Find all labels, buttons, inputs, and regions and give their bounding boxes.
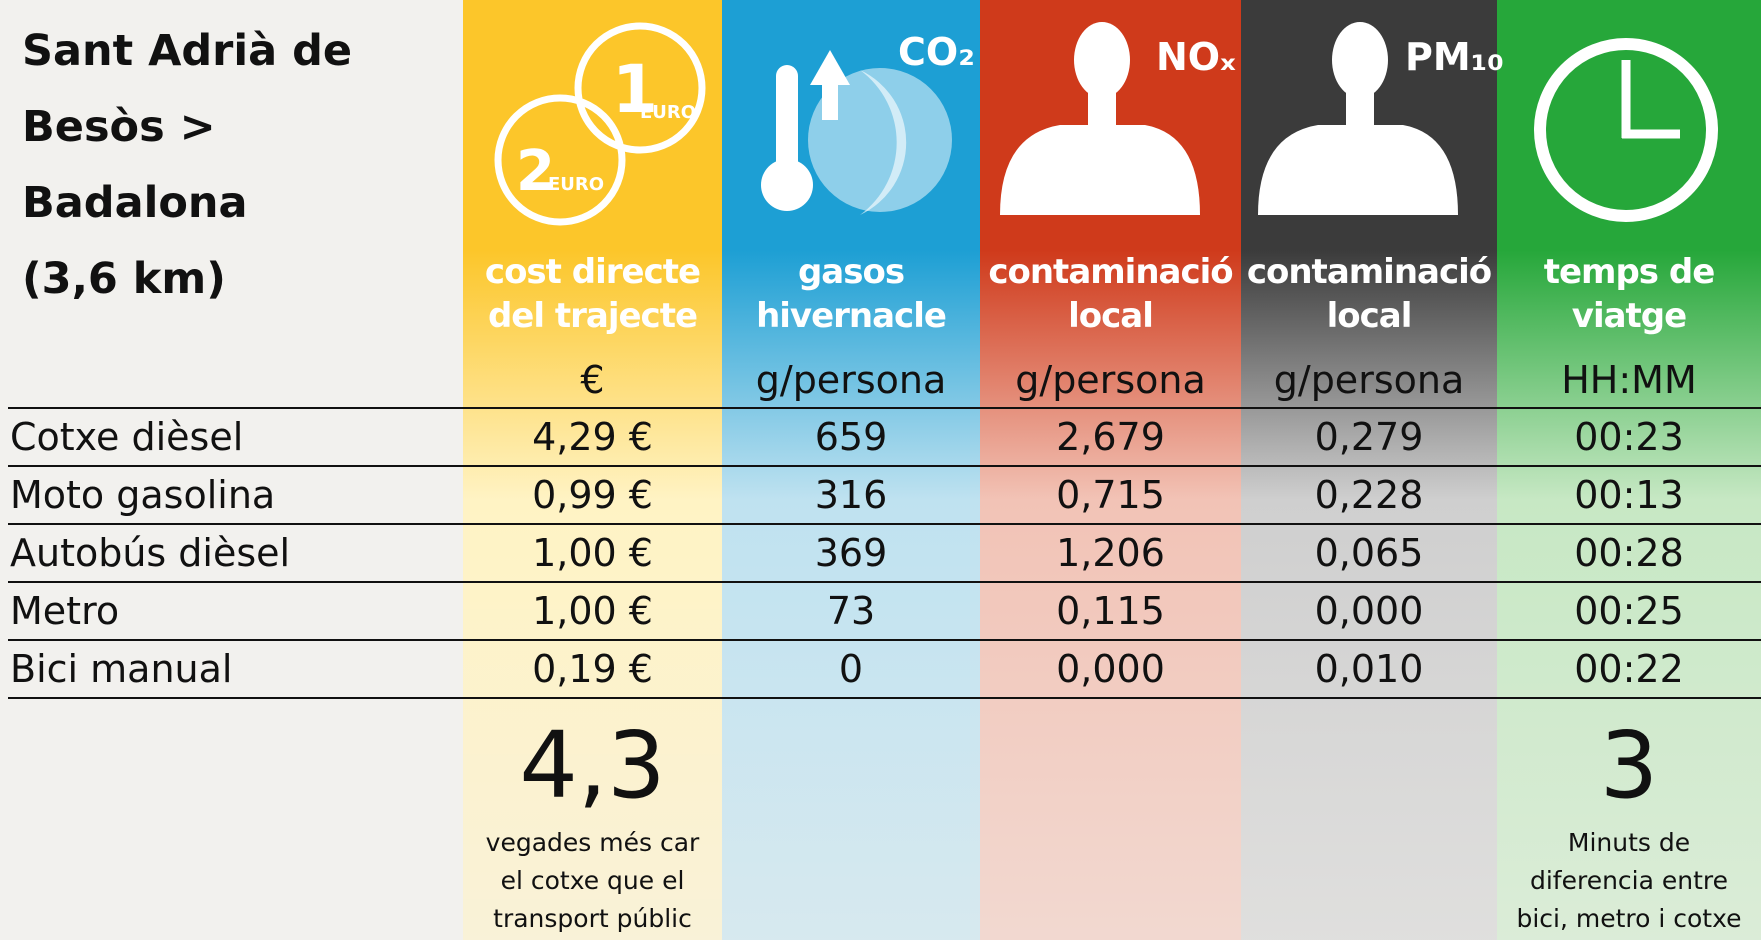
cell: 0,715 (980, 466, 1241, 524)
coin-unit: EURO (640, 102, 696, 123)
column-unit: g/persona (722, 358, 980, 402)
cell: 0,000 (980, 640, 1241, 698)
summary-number: 4,3 (463, 712, 722, 819)
cell: 659 (722, 408, 980, 466)
nox-label: NOₓ (1156, 35, 1236, 79)
header-line: local (980, 294, 1241, 338)
cell: 369 (722, 524, 980, 582)
header-line: viatge (1497, 294, 1761, 338)
column-unit: € (463, 358, 722, 402)
column-unit: g/persona (1241, 358, 1497, 402)
column-unit: g/persona (980, 358, 1241, 402)
summary-line: vegades més car (463, 824, 722, 862)
cell: 1,206 (980, 524, 1241, 582)
header-line: contaminació (1241, 250, 1497, 294)
cell: 4,29 € (463, 408, 722, 466)
cell: 00:23 (1497, 408, 1761, 466)
cell: 1,00 € (463, 582, 722, 640)
cell: 00:13 (1497, 466, 1761, 524)
summary-line: el cotxe que el (463, 862, 722, 900)
cell: 2,679 (980, 408, 1241, 466)
coin-unit: EURO (548, 174, 604, 195)
cell: 0,115 (980, 582, 1241, 640)
row-label: Autobús dièsel (10, 524, 290, 582)
clock-icon (1540, 44, 1712, 216)
cell: 0,99 € (463, 466, 722, 524)
row-divider (8, 697, 1761, 699)
cell: 73 (722, 582, 980, 640)
pm10-label: PM₁₀ (1405, 35, 1504, 79)
title-line: Badalona (22, 178, 248, 228)
summary-line: Minuts de (1497, 824, 1761, 862)
page: cost directedel trajecte€gasoshivernacle… (0, 0, 1761, 940)
header-line: del trajecte (463, 294, 722, 338)
row-label: Cotxe dièsel (10, 408, 243, 466)
column-unit: HH:MM (1497, 358, 1761, 402)
header-line: cost directe (463, 250, 722, 294)
co2-icon (761, 50, 952, 215)
cell: 0,010 (1241, 640, 1497, 698)
cell: 1,00 € (463, 524, 722, 582)
header-line: contaminació (980, 250, 1241, 294)
cell: 0,279 (1241, 408, 1497, 466)
cell: 0,000 (1241, 582, 1497, 640)
cell: 0,228 (1241, 466, 1497, 524)
row-label: Bici manual (10, 640, 232, 698)
summary-number: 3 (1497, 712, 1761, 819)
cell: 316 (722, 466, 980, 524)
co2-label: CO₂ (898, 30, 975, 74)
cell: 00:28 (1497, 524, 1761, 582)
title-line: (3,6 km) (22, 254, 226, 304)
cell: 00:25 (1497, 582, 1761, 640)
summary-line: transport públic (463, 900, 722, 938)
cell: 0 (722, 640, 980, 698)
cell: 0,19 € (463, 640, 722, 698)
summary-line: bici, metro i cotxe (1497, 900, 1761, 938)
header-line: gasos (722, 250, 980, 294)
header-line: hivernacle (722, 294, 980, 338)
cell: 00:22 (1497, 640, 1761, 698)
cell: 0,065 (1241, 524, 1497, 582)
title-line: Besòs > (22, 102, 216, 152)
header-line: local (1241, 294, 1497, 338)
summary-line: diferencia entre (1497, 862, 1761, 900)
row-label: Moto gasolina (10, 466, 275, 524)
row-label: Metro (10, 582, 119, 640)
header-line: temps de (1497, 250, 1761, 294)
title-line: Sant Adrià de (22, 26, 352, 76)
